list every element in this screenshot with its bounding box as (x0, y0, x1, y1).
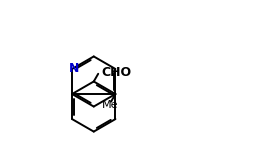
Text: CHO: CHO (101, 67, 131, 80)
Text: N: N (69, 62, 79, 75)
Text: Me: Me (102, 100, 118, 110)
